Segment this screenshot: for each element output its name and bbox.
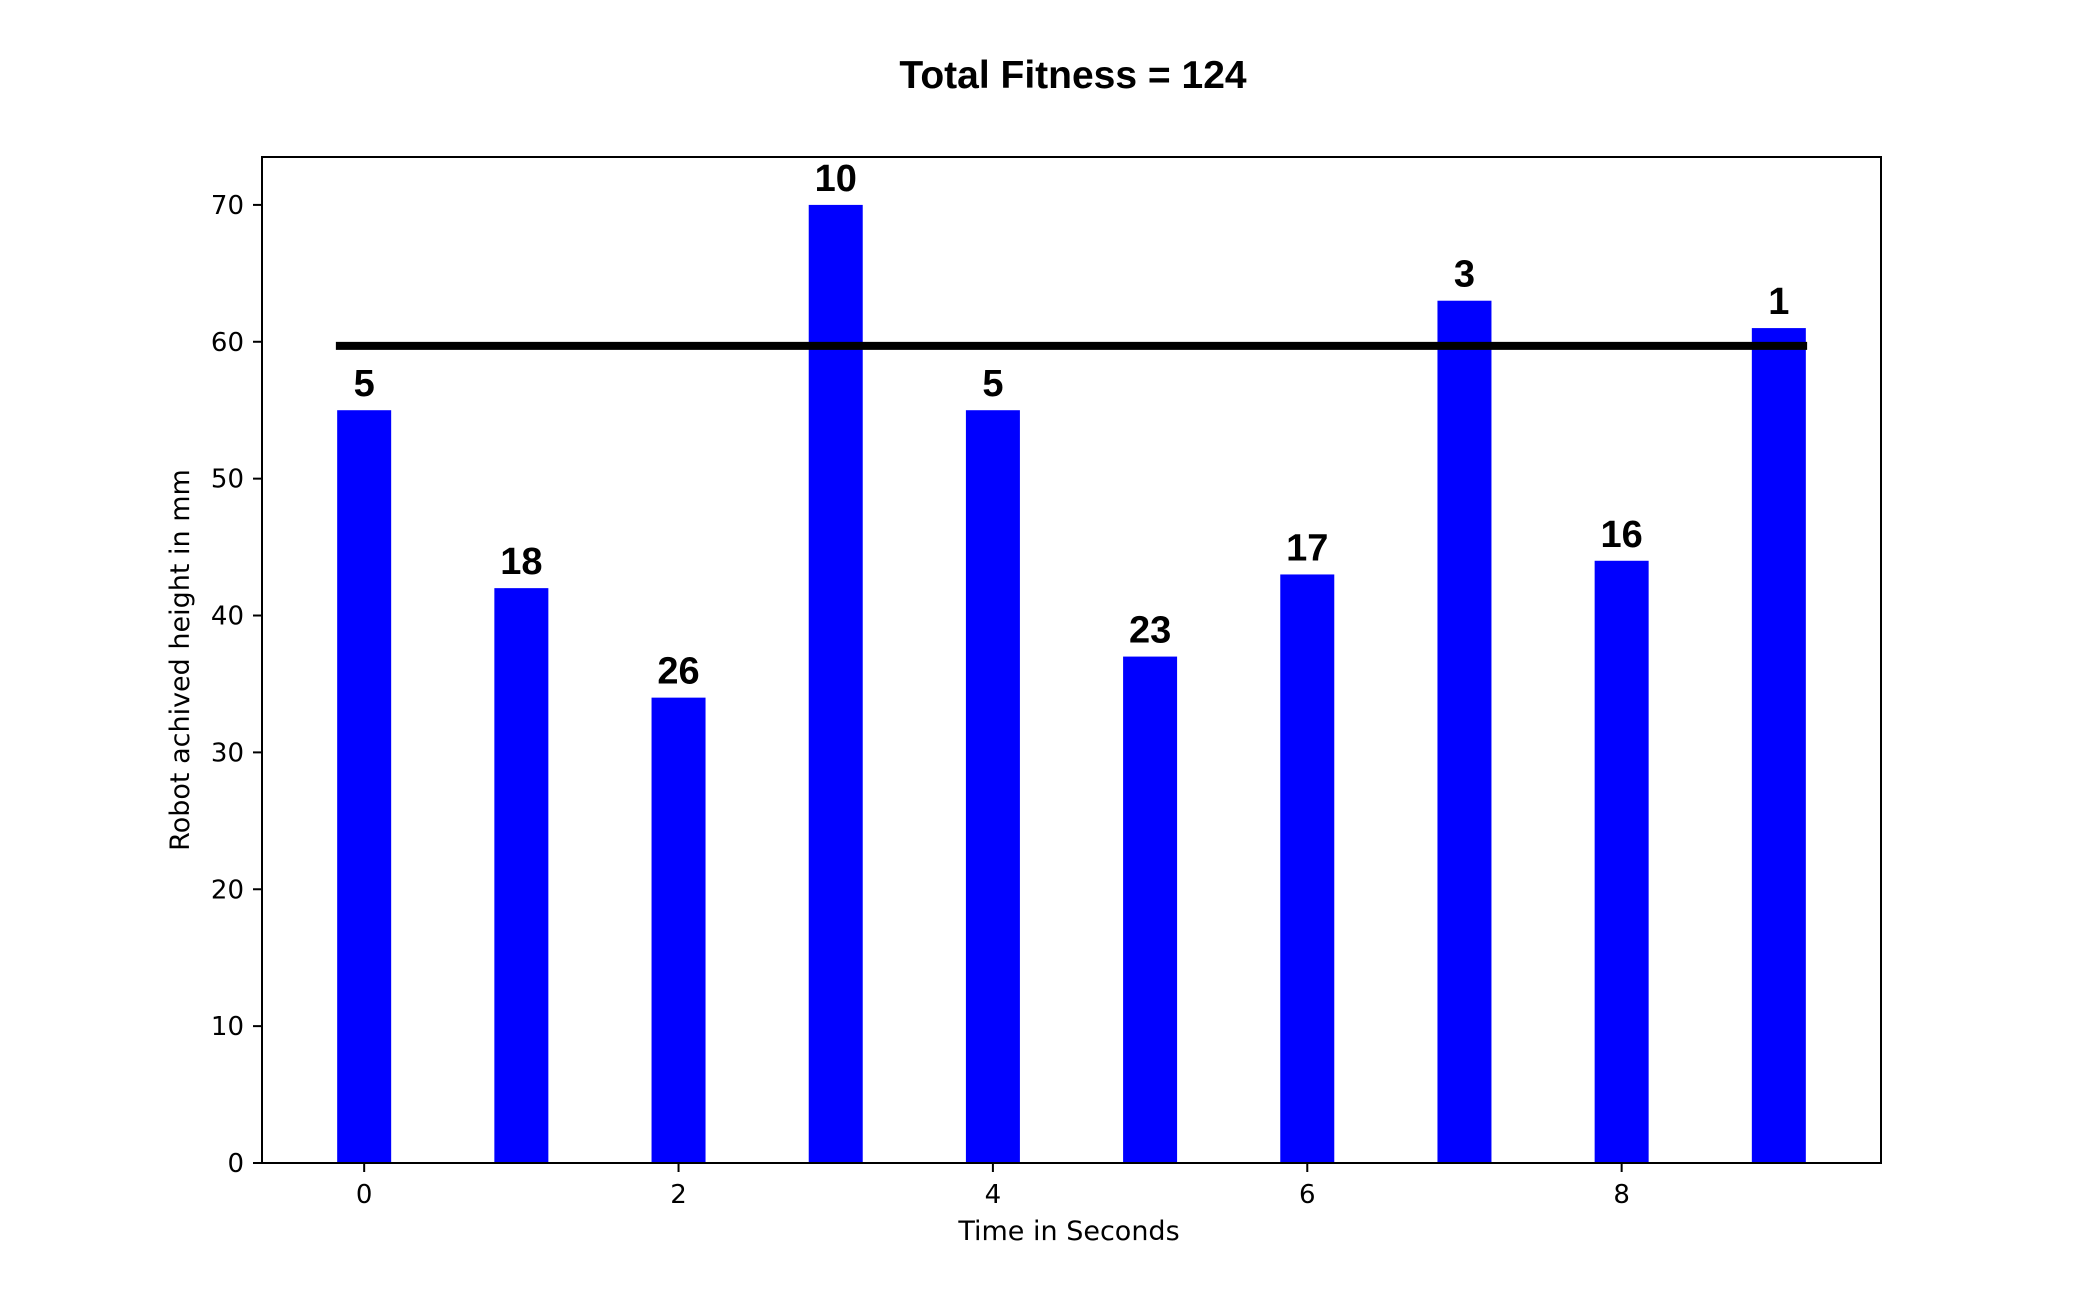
bar-value-label: 18: [500, 541, 542, 583]
y-tick-label: 40: [211, 602, 244, 632]
plot-frame: [261, 156, 1882, 1164]
bar: [965, 410, 1020, 1163]
bar-value-label: 3: [1454, 254, 1475, 296]
bar: [1437, 300, 1492, 1163]
bars-group: [337, 204, 1806, 1163]
bar-value-label: 26: [657, 651, 699, 693]
x-tick-label: 8: [1613, 1180, 1630, 1210]
x-tick-label: 4: [985, 1180, 1002, 1210]
bar-labels-group: 5 18 26 10 5 23 17 3 16 1: [354, 158, 1790, 693]
bar-value-label: 1: [1768, 281, 1789, 323]
y-tick-label: 10: [211, 1012, 244, 1042]
bar: [1123, 656, 1178, 1163]
x-tick-label: 6: [1299, 1180, 1316, 1210]
bar: [1280, 574, 1335, 1163]
bar: [494, 588, 549, 1163]
y-tick-label: 20: [211, 875, 244, 905]
bar: [808, 204, 863, 1163]
ticks-group: 0 2 4 6 8 0 10 20 30 40 50 60 70: [211, 191, 1630, 1210]
bar-value-label: 5: [982, 363, 1003, 405]
bar-value-label: 23: [1129, 610, 1171, 652]
bar-value-label: 5: [354, 363, 375, 405]
bar: [651, 697, 706, 1163]
bar-value-label: 16: [1601, 514, 1643, 556]
y-tick-label: 0: [227, 1149, 244, 1179]
y-tick-label: 70: [211, 191, 244, 221]
x-tick-label: 2: [670, 1180, 687, 1210]
x-tick-label: 0: [356, 1180, 373, 1210]
bar: [337, 410, 392, 1163]
chart-title: Total Fitness = 124: [899, 54, 1246, 97]
y-axis-label: Robot achived height in mm: [165, 469, 196, 851]
bar: [1751, 328, 1806, 1163]
y-tick-label: 50: [211, 465, 244, 495]
bar-value-label: 10: [815, 158, 857, 200]
bar-value-label: 17: [1286, 527, 1328, 569]
bar: [1594, 560, 1649, 1163]
x-axis-label: Time in Seconds: [957, 1216, 1179, 1247]
y-tick-label: 30: [211, 738, 244, 768]
y-tick-label: 60: [211, 328, 244, 358]
